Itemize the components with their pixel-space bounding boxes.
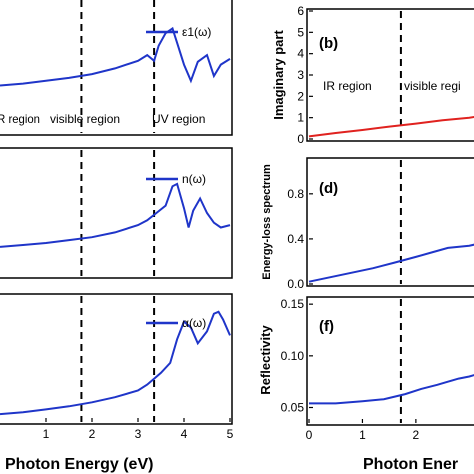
y-tick-label-b: 6 (297, 4, 304, 18)
x-tick-label-e: 5 (227, 427, 234, 441)
y-tick-label-b: 2 (297, 89, 304, 103)
region-label-ir-b: IR region (323, 79, 372, 93)
y-tick-label-d: 0.4 (287, 232, 304, 246)
x-tick-label-e: 4 (181, 427, 188, 441)
plot-frame-d (306, 157, 474, 287)
region-label-ir-a: IR region (0, 112, 40, 126)
y-tick-label-b: 5 (297, 25, 304, 39)
x-tick-label-f: 0 (306, 428, 313, 442)
panel-n: n(ω) (0, 147, 233, 279)
legend-label-e: α(ω) (182, 316, 206, 330)
y-axis-label-b: Imaginary part (271, 30, 286, 120)
series-energy-loss-line (308, 243, 474, 283)
x-axis-label-left: Photon Energy (eV) (5, 456, 153, 473)
y-tick-label-b: 4 (297, 47, 304, 61)
region-label-visible-b: visible regi (404, 79, 461, 93)
panel-imaginary: 0 1 2 3 4 5 6 (b) IR region visible regi Imagi… (271, 4, 474, 146)
y-tick-label-f: 0.10 (281, 349, 305, 363)
y-tick-label-d: 0.0 (287, 277, 304, 291)
plot-frame-f (306, 296, 474, 426)
panel-alpha: α(ω) 1 2 3 4 5 (0, 293, 234, 441)
y-tick-label-b: 0 (297, 132, 304, 146)
series-imaginary-line (308, 115, 474, 138)
panel-label-d: (d) (319, 180, 338, 197)
panel-energy-loss: 0.0 0.4 0.8 (d) Energy-loss spectrum (261, 157, 474, 291)
plot-frame-e (0, 293, 233, 425)
legend-label-a: ε1(ω) (182, 25, 211, 39)
y-tick-label-b: 3 (297, 68, 304, 82)
x-tick-label-e: 3 (135, 427, 142, 441)
x-tick-label-f: 2 (413, 428, 420, 442)
panel-label-b: (b) (319, 35, 338, 52)
y-axis-label-f: Reflectivity (258, 325, 273, 395)
panel-label-f: (f) (319, 318, 334, 335)
region-label-uv-a: UV region (152, 112, 205, 126)
plot-frame-c (0, 147, 233, 279)
panel-reflectivity: 0.05 0.10 0.15 0 1 2 (f) Reflectivity (258, 296, 474, 442)
region-label-visible-a: visible region (50, 112, 120, 126)
series-reflectivity-line (309, 374, 474, 405)
plot-frame-b (306, 8, 474, 142)
series-n-line (0, 182, 231, 248)
panel-epsilon1: IR region visible region UV region ε1(ω) (0, 0, 233, 136)
x-axis-label-right: Photon Ener (363, 456, 458, 473)
y-tick-label-f: 0.05 (281, 401, 305, 415)
series-epsilon1-line (0, 26, 231, 87)
y-tick-label-d: 0.8 (287, 187, 304, 201)
legend-label-c: n(ω) (182, 172, 206, 186)
x-tick-label-e: 1 (43, 427, 50, 441)
series-alpha-line (0, 310, 231, 416)
y-axis-label-d: Energy-loss spectrum (261, 164, 273, 280)
x-tick-label-f: 1 (359, 428, 366, 442)
x-tick-label-e: 2 (89, 427, 96, 441)
y-tick-label-b: 1 (297, 111, 304, 125)
y-tick-label-f: 0.15 (281, 297, 305, 311)
plot-frame-a (0, 0, 233, 136)
